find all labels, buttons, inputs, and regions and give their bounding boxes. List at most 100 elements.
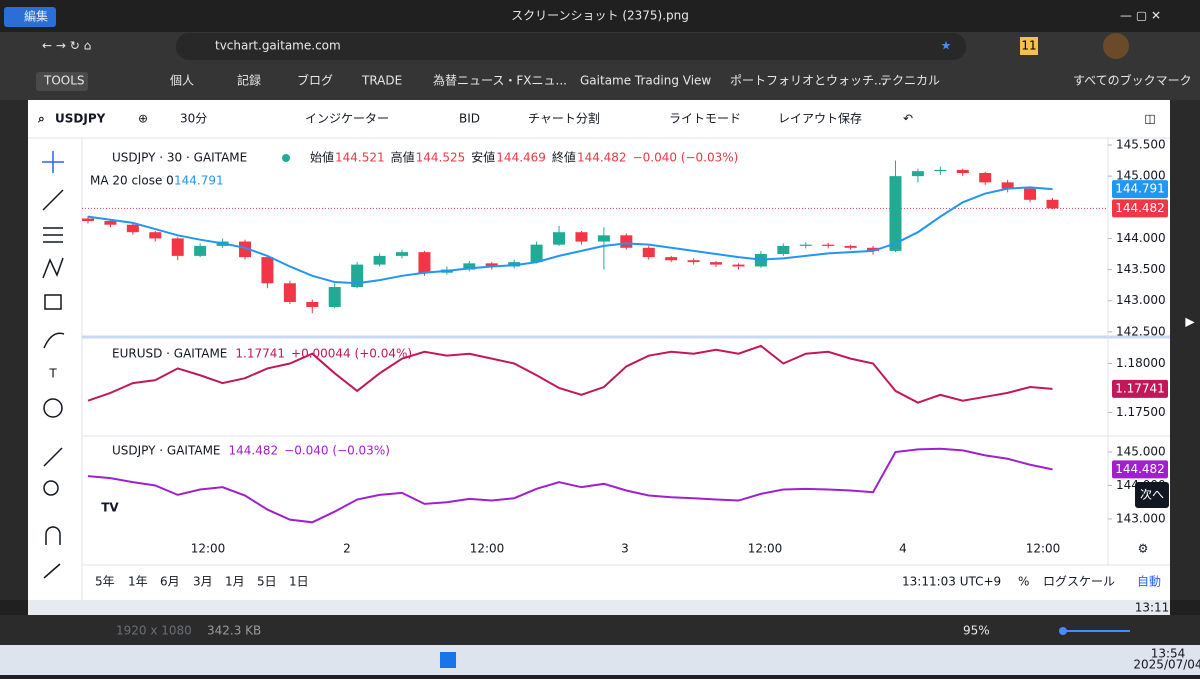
pane-last: 144.482 xyxy=(229,444,279,458)
bookmark[interactable]: ポートフォリオとウォッチ... xyxy=(730,74,885,88)
magnet-tool[interactable] xyxy=(45,526,61,545)
compare[interactable]: ⊕ xyxy=(138,112,148,126)
logo: TV xyxy=(101,501,119,515)
star[interactable]: ★ xyxy=(941,39,952,53)
candle-body xyxy=(485,263,498,267)
candle-body xyxy=(82,218,94,221)
log-scale[interactable]: ログスケール xyxy=(1043,575,1115,589)
candle-body xyxy=(597,235,610,242)
candle-body xyxy=(620,235,633,248)
zoom[interactable]: 95% xyxy=(963,624,990,638)
x-tick-label: 2 xyxy=(343,542,351,556)
zoom-thumb[interactable] xyxy=(1059,627,1067,635)
bookmark[interactable]: テクニカル xyxy=(880,74,940,88)
zoom-tool[interactable] xyxy=(43,480,59,496)
url: tvchart.gaitame.com xyxy=(215,39,341,53)
bid[interactable]: BID xyxy=(459,112,480,126)
indicators[interactable]: インジケーター xyxy=(305,112,389,126)
range-button[interactable]: 1月 xyxy=(225,575,245,589)
tooltip-bg xyxy=(1135,482,1169,508)
viewer-bar xyxy=(0,615,1200,645)
theme[interactable]: ライトモード xyxy=(669,112,741,126)
price-tag-label: 144.482 xyxy=(1115,462,1165,476)
candle-body xyxy=(956,169,969,174)
y-tick-label: 144.000 xyxy=(1116,231,1166,245)
y-tick-label: 145.000 xyxy=(1116,445,1166,459)
scroll-right[interactable]: ▶ xyxy=(1185,315,1195,329)
candle-body xyxy=(463,263,476,270)
ohlc-label: 高値 xyxy=(391,150,415,165)
auto-scale[interactable]: 自動 xyxy=(1137,575,1161,589)
range-button[interactable]: 3月 xyxy=(193,575,213,589)
nav-buttons[interactable]: ← → ↻ ⌂ xyxy=(42,39,91,53)
text-tool[interactable]: T xyxy=(48,367,57,381)
candle-body xyxy=(104,220,117,225)
candle-body xyxy=(799,244,812,246)
split[interactable]: チャート分割 xyxy=(528,111,600,126)
pattern-tool[interactable] xyxy=(42,257,64,279)
percent[interactable]: % xyxy=(1018,575,1029,589)
range-button[interactable]: 5年 xyxy=(95,575,115,589)
y-tick-label: 144.000 xyxy=(1116,478,1166,492)
symbol-search[interactable]: ⌕ xyxy=(37,112,45,126)
prediction-tool[interactable] xyxy=(44,294,62,310)
candle-body xyxy=(171,238,184,256)
settings[interactable]: ⚙ xyxy=(1138,542,1149,556)
undo[interactable]: ↶ xyxy=(903,112,913,126)
screenshot-btn[interactable]: ◫ xyxy=(1144,112,1155,126)
bookmark[interactable]: 記録 xyxy=(237,73,261,88)
taskbar-date: 2025/07/04 xyxy=(1133,658,1200,672)
emoji-tool[interactable] xyxy=(43,398,63,418)
range-button[interactable]: 5日 xyxy=(257,575,277,589)
trend-tool[interactable] xyxy=(42,189,64,211)
bookmark[interactable]: ブログ xyxy=(297,73,333,88)
brush-tool[interactable] xyxy=(43,332,65,349)
price-line xyxy=(87,447,1053,524)
tools-box xyxy=(36,72,88,91)
range-button[interactable]: 1年 xyxy=(128,575,148,589)
candle-body xyxy=(194,245,207,256)
start-button[interactable] xyxy=(440,652,456,668)
ohlc-value: 144.525 xyxy=(416,151,466,165)
save-layout[interactable]: レイアウト保存 xyxy=(778,112,862,126)
candle-body xyxy=(687,260,700,263)
x-tick-label: 3 xyxy=(621,542,629,556)
x-tick-label: 4 xyxy=(899,542,907,556)
y-tick-label: 1.18000 xyxy=(1116,356,1166,370)
avatar[interactable] xyxy=(1103,33,1129,59)
window-controls[interactable]: — ▢ ✕ xyxy=(1120,9,1161,23)
symbol[interactable]: USDJPY xyxy=(55,112,106,126)
candle-body xyxy=(889,176,902,251)
bookmark[interactable]: TRADE xyxy=(361,74,402,88)
bookmark[interactable]: TOOLS xyxy=(43,74,85,88)
candle-body xyxy=(979,173,992,183)
bookmark[interactable]: 個人 xyxy=(170,74,194,88)
interval[interactable]: 30分 xyxy=(180,112,207,126)
range-button[interactable]: 1日 xyxy=(289,575,309,589)
ohlc-label: 始値 xyxy=(310,150,334,165)
candle-body xyxy=(306,301,319,307)
range-button[interactable]: 6月 xyxy=(160,575,180,589)
measure-tool[interactable] xyxy=(43,447,63,467)
candle-body xyxy=(867,247,880,251)
x-tick-label: 12:00 xyxy=(470,542,505,556)
candle-body xyxy=(396,252,409,256)
url-bar[interactable] xyxy=(176,33,966,60)
candle-body xyxy=(642,247,655,258)
drawing-tools: T xyxy=(42,151,65,579)
candle-body xyxy=(1024,188,1037,200)
bookmark[interactable]: 為替ニュース・FXニュ... xyxy=(433,74,567,88)
edit-button[interactable] xyxy=(4,7,56,27)
bookmark[interactable]: すべてのブックマーク xyxy=(1073,73,1192,88)
y-tick-label: 143.000 xyxy=(1116,293,1166,307)
lock-tool[interactable] xyxy=(43,563,61,579)
page xyxy=(28,100,1170,600)
candle-body xyxy=(351,264,364,288)
candle-body xyxy=(822,244,835,246)
pane-last: 1.17741 xyxy=(235,347,285,361)
y-tick-label: 143.000 xyxy=(1116,511,1166,525)
badge-bg xyxy=(1020,37,1038,55)
bookmark[interactable]: Gaitame Trading View xyxy=(580,74,711,88)
price-tag xyxy=(1112,460,1168,479)
